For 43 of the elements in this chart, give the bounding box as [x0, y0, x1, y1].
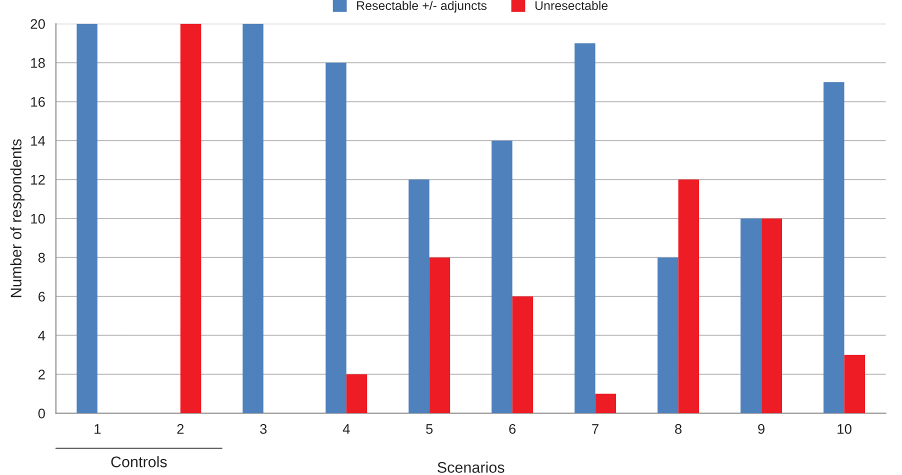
bar [76, 24, 98, 414]
x-tick-label: 7 [592, 424, 598, 434]
x-tick-label: 9 [758, 424, 764, 434]
x-axis-title: Scenarios [438, 462, 504, 473]
bar [844, 354, 866, 414]
x-tick-label: 1 [94, 424, 101, 434]
y-tick-label: 6 [38, 292, 45, 302]
legend-label: Resectable +/- adjuncts [357, 0, 487, 12]
x-tick-label: 4 [342, 424, 350, 434]
bar [429, 257, 450, 414]
y-tick-label: 2 [38, 370, 45, 380]
bar [512, 296, 534, 414]
y-tick-label: 10 [31, 214, 45, 224]
text: Controls [111, 456, 167, 468]
y-tick-label: 16 [31, 96, 45, 107]
y-tick-label: 14 [31, 136, 46, 146]
bar [740, 218, 762, 414]
y-tick-label: 8 [38, 252, 45, 263]
bar [824, 82, 844, 414]
x-tick-label: 6 [509, 424, 516, 434]
bar [658, 257, 678, 414]
bar [242, 24, 264, 414]
y-tick-label: 0 [38, 408, 45, 418]
x-tick-label: 5 [426, 424, 433, 434]
bar [678, 180, 700, 414]
bar [761, 218, 782, 414]
x-tick-label: 10 [838, 424, 852, 434]
bar [180, 24, 202, 414]
bar [595, 394, 616, 414]
bar [326, 62, 346, 414]
bar [492, 140, 512, 414]
x-tick-label: 3 [260, 424, 267, 434]
x-tick-label: 8 [675, 424, 682, 434]
bar [408, 180, 430, 414]
y-tick-label: 12 [31, 174, 45, 185]
bar [346, 374, 368, 414]
y-tick-label: 20 [30, 19, 45, 29]
y-tick-label: 4 [38, 330, 46, 340]
y-tick-label: 18 [31, 58, 45, 68]
legend-label: Unresectable [535, 0, 608, 10]
y-axis-title: Number of respondents [10, 139, 25, 298]
bar [574, 43, 596, 414]
x-tick-label: 2 [177, 424, 184, 434]
